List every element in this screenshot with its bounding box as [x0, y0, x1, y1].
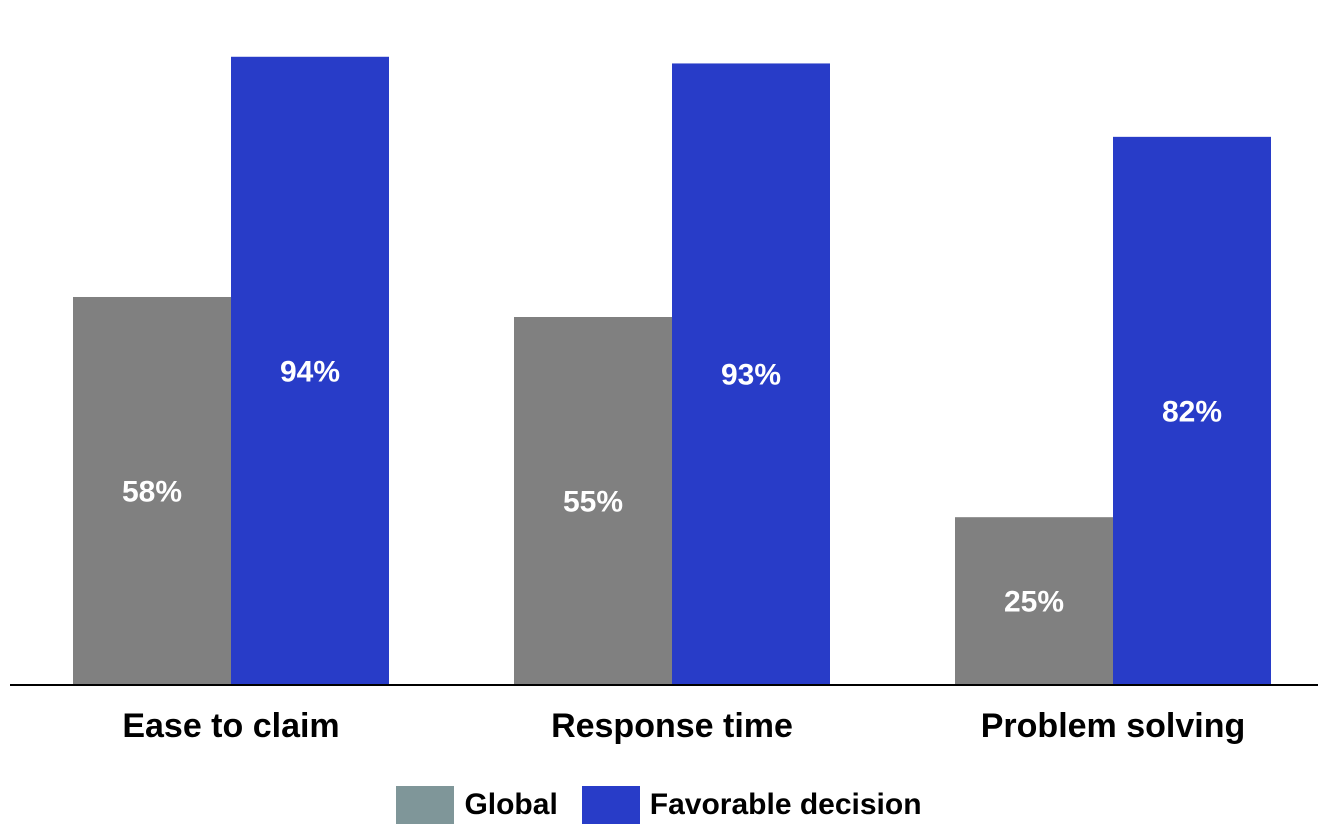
legend: Global Favorable decision [0, 784, 1318, 826]
bar-global-2 [955, 517, 1113, 684]
legend-label-favorable: Favorable decision [649, 788, 922, 821]
legend-swatch-favorable [581, 786, 640, 824]
data-label-global-0: 58% [122, 475, 182, 508]
legend-item-favorable: Favorable decision [581, 786, 922, 824]
bar-favorable-0 [231, 56, 389, 685]
bar-chart: 58% 94% Ease to claim 55% 93% Response time 25… [10, 56, 1318, 745]
legend-item-global: Global [396, 786, 558, 824]
data-label-global-2: 25% [1004, 586, 1064, 619]
category-label-2: Problem solving [981, 707, 1246, 745]
legend-swatch-global [396, 786, 455, 824]
bar-favorable-2 [1113, 136, 1271, 684]
legend-label-global: Global [464, 788, 558, 821]
category-label-1: Response time [551, 707, 793, 745]
bar-global-0 [73, 296, 231, 684]
data-label-favorable-2: 82% [1162, 395, 1222, 428]
bar-global-1 [514, 317, 672, 684]
data-label-favorable-1: 93% [721, 359, 781, 392]
category-label-0: Ease to claim [122, 707, 339, 745]
data-label-favorable-0: 94% [280, 355, 340, 388]
bar-favorable-1 [672, 63, 830, 685]
data-label-global-1: 55% [563, 486, 623, 519]
